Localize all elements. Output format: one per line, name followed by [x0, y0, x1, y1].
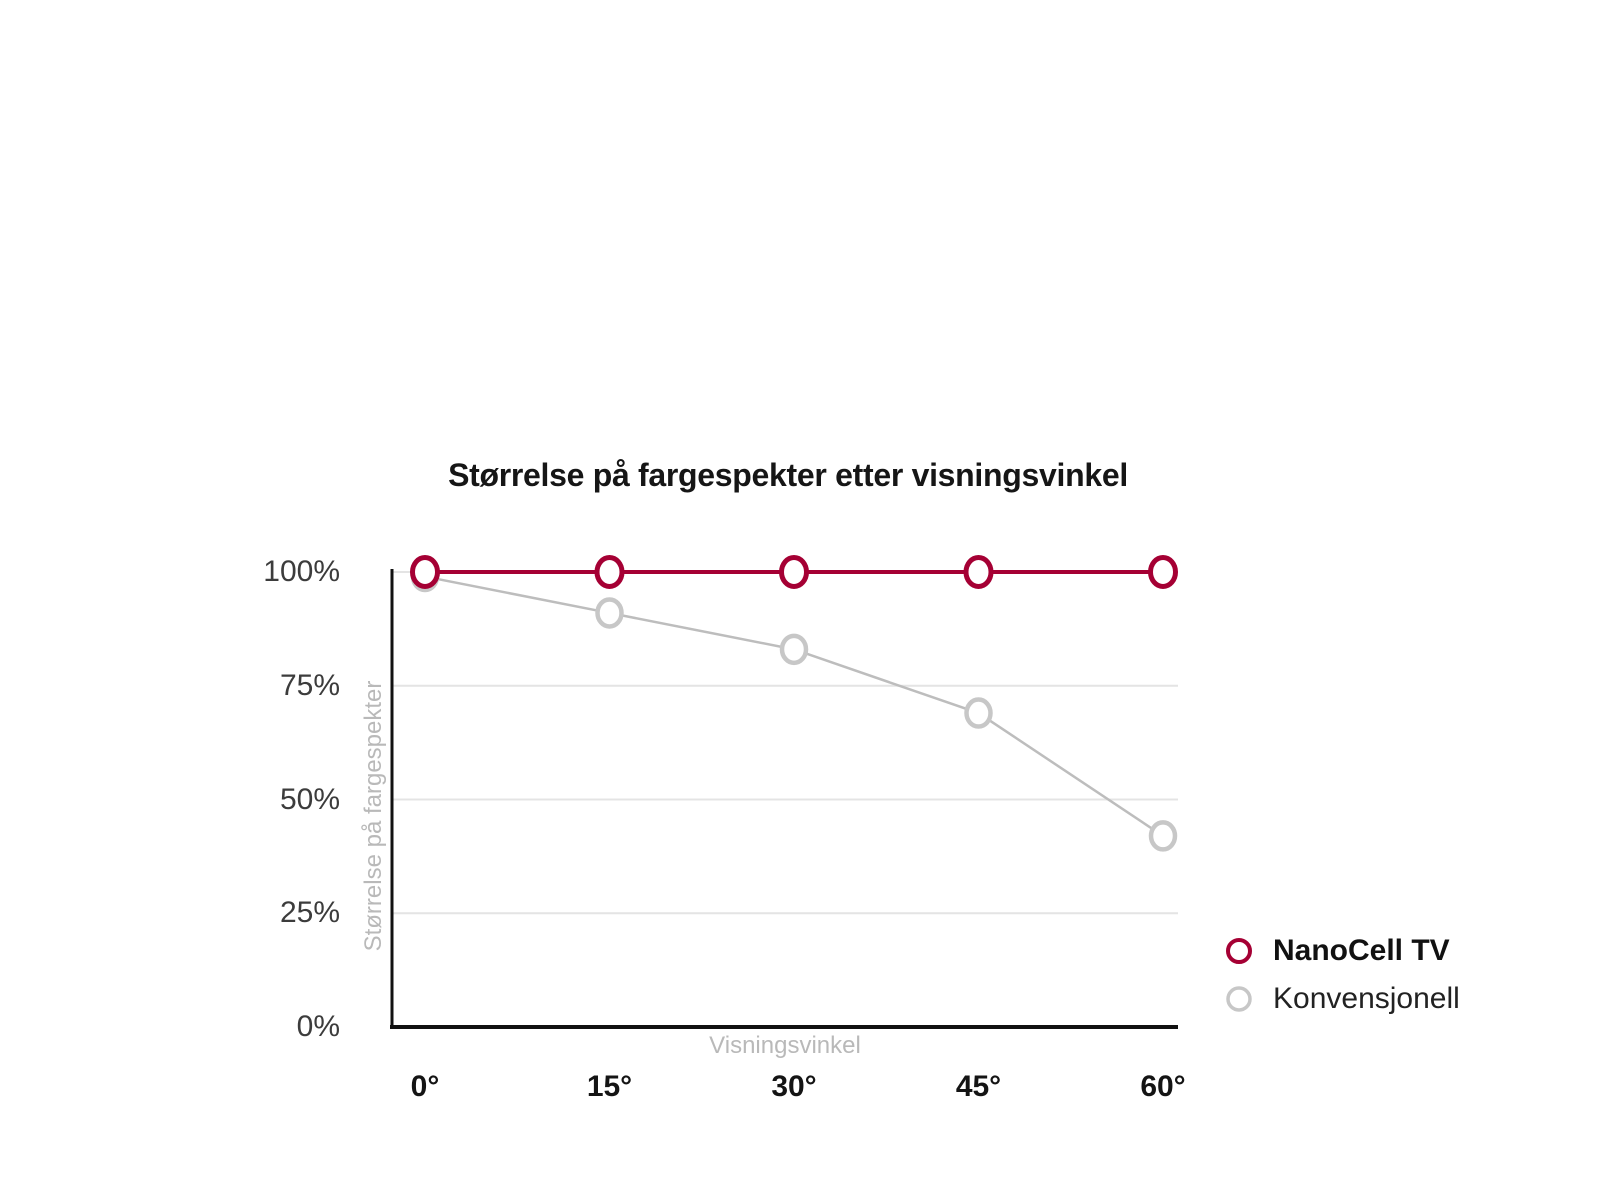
x-tick-label-30: 30° [771, 1070, 817, 1103]
series-nanocell-tv-marker-30° [779, 555, 809, 589]
series-konvensjonell-marker-15° [595, 597, 624, 629]
x-tick-label-0: 0° [410, 1070, 440, 1103]
y-tick-label-75: 75% [279, 668, 340, 702]
y-tick-label-25: 25% [279, 896, 340, 930]
legend-marker-konvensjonell-icon [1226, 986, 1252, 1012]
series-konvensjonell-line [424, 575, 1164, 837]
legend-marker-nanocell-tv-icon [1226, 938, 1252, 964]
series-nanocell-tv-marker-45° [963, 555, 994, 589]
x-tick-label-45: 45° [955, 1070, 1002, 1103]
series-konvensjonell-marker-30° [779, 633, 809, 666]
series-konvensjonell-marker-60° [1148, 820, 1178, 852]
series-nanocell-tv-marker-0° [410, 555, 440, 589]
series-nanocell-tv-marker-15° [594, 555, 625, 589]
legend-item-konvensjonell: Konvensjonell [1225, 975, 1460, 1023]
series-konvensjonell-marker-45° [964, 697, 993, 729]
legend-label-nanocell-tv: NanoCell TV [1273, 934, 1450, 967]
x-tick-label-60: 60° [1140, 1070, 1186, 1103]
legend-label-konvensjonell: Konvensjonell [1273, 982, 1460, 1015]
y-tick-label-50: 50% [279, 782, 340, 816]
x-tick-label-15: 15° [586, 1070, 633, 1103]
y-tick-label-0: 0% [296, 1010, 340, 1043]
x-axis-title: Visningsvinkel [709, 1032, 861, 1059]
chart-title: Størrelse på fargespekter etter visnings… [448, 457, 1128, 493]
legend: NanoCell TV Konvensjonell [1225, 927, 1460, 1023]
series-nanocell-tv-marker-60° [1148, 555, 1178, 589]
legend-item-nanocell-tv: NanoCell TV [1225, 927, 1460, 975]
y-tick-label-100: 100% [263, 555, 340, 588]
